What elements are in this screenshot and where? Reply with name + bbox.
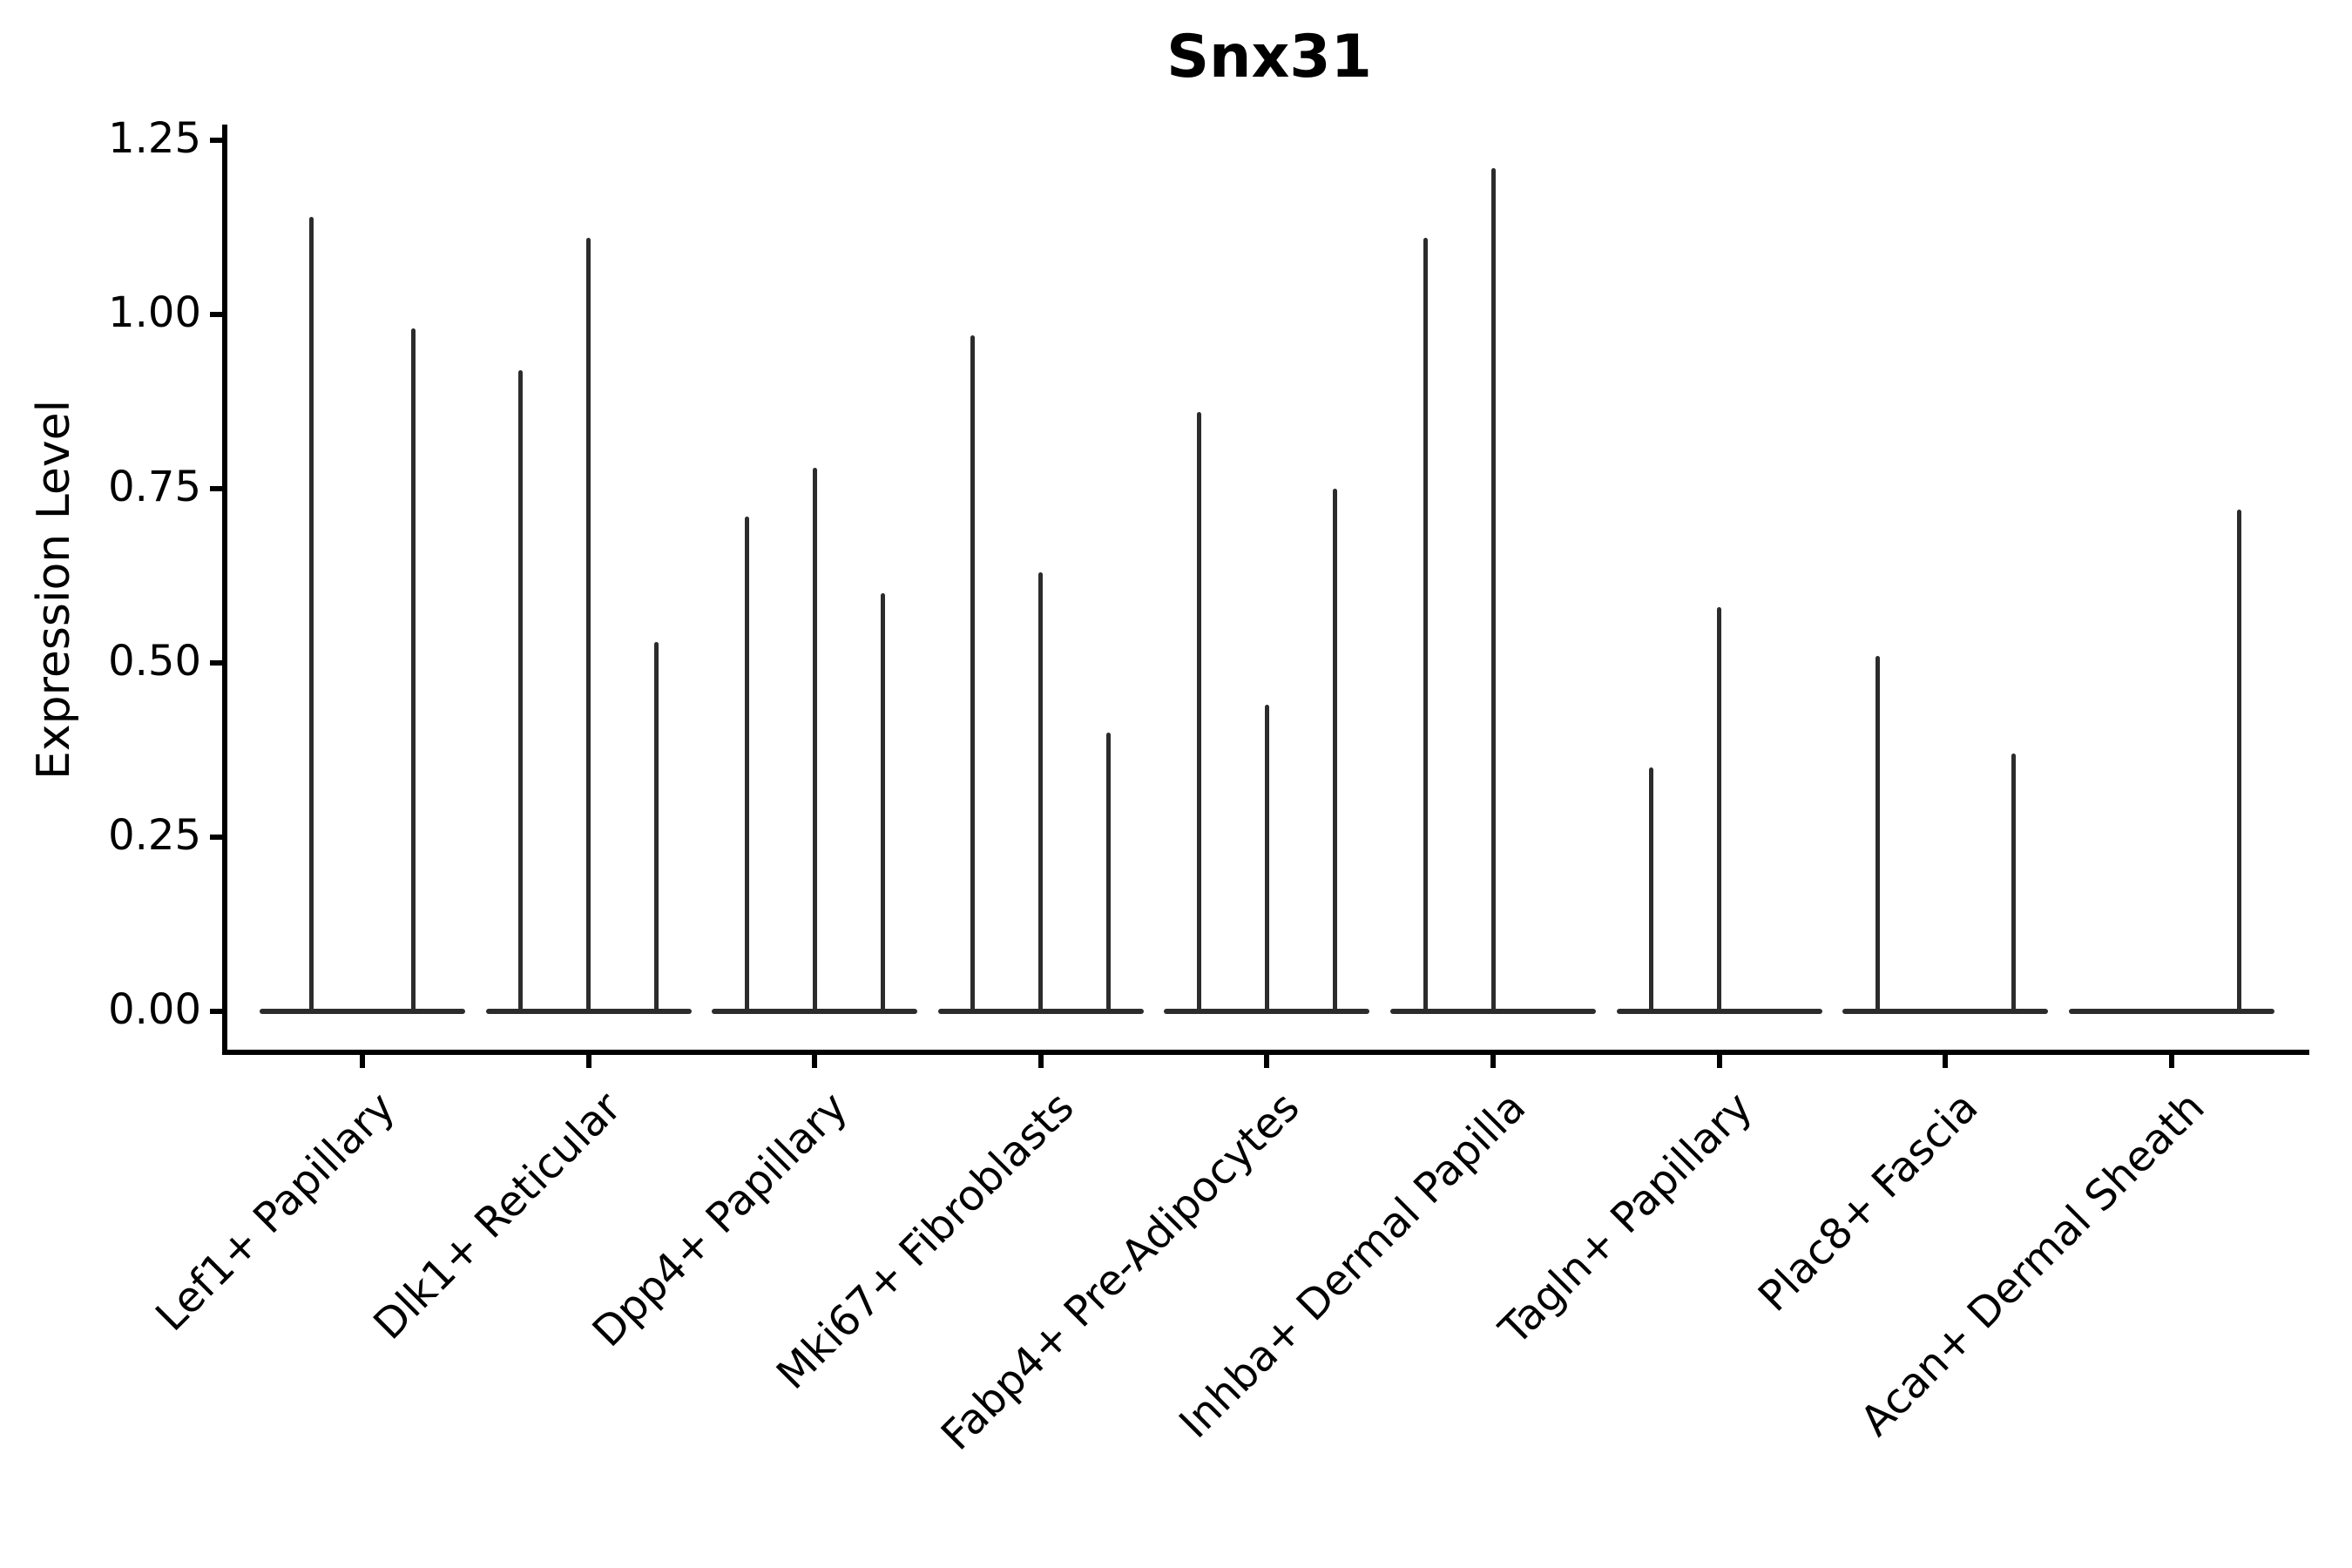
violin-spike xyxy=(1038,572,1044,1014)
violin-spike xyxy=(1423,238,1428,1014)
violin-baseline xyxy=(2068,1009,2274,1014)
y-tick xyxy=(210,835,222,840)
violin-spike xyxy=(1649,767,1654,1014)
violin-spike xyxy=(653,642,659,1014)
violin-spike xyxy=(812,468,817,1014)
violin-spike xyxy=(1264,705,1269,1014)
violin-spike xyxy=(1197,412,1202,1014)
violin-baseline xyxy=(260,1009,465,1014)
violin-spike xyxy=(410,328,416,1014)
x-tick xyxy=(360,1055,365,1068)
violin-spike xyxy=(1490,168,1496,1014)
y-tick-label: 1.00 xyxy=(108,288,201,337)
x-tick-label: Tagln+ Papillary xyxy=(1490,1083,1762,1355)
violin-spike xyxy=(309,217,314,1014)
x-tick xyxy=(1037,1055,1044,1068)
x-tick xyxy=(1943,1055,1949,1068)
violin-spike xyxy=(744,517,749,1014)
x-tick-label: Plac8+ Fascia xyxy=(1749,1083,1988,1321)
violin-spike xyxy=(586,238,591,1014)
x-tick-label: Lef1+ Papillary xyxy=(146,1083,405,1341)
x-axis-spine xyxy=(222,1050,2309,1055)
violin-baseline xyxy=(1842,1009,2049,1014)
violin-spike xyxy=(1332,489,1337,1014)
y-tick xyxy=(210,660,222,666)
violin-spike xyxy=(970,335,976,1014)
y-tick-label: 0.75 xyxy=(108,463,201,511)
x-tick xyxy=(812,1055,818,1068)
y-tick-label: 0.50 xyxy=(108,637,201,686)
y-tick xyxy=(210,138,222,143)
x-tick xyxy=(2168,1055,2174,1068)
violin-spike xyxy=(2011,754,2016,1014)
violin-spike xyxy=(1875,656,1880,1014)
violin-spike xyxy=(880,593,885,1014)
y-tick-label: 1.25 xyxy=(108,114,201,163)
y-tick xyxy=(210,486,222,491)
x-tick xyxy=(1716,1055,1722,1068)
violin-spike xyxy=(1717,607,1722,1014)
y-tick-label: 0.25 xyxy=(108,811,201,860)
x-tick-label: Dlk1+ Reticular xyxy=(364,1083,632,1349)
violin-spike xyxy=(2237,510,2242,1014)
x-tick xyxy=(1490,1055,1496,1068)
x-tick xyxy=(1264,1055,1270,1068)
y-axis-label: Expression Level xyxy=(28,399,80,781)
y-tick-label: 0.00 xyxy=(108,985,201,1034)
x-tick xyxy=(585,1055,591,1068)
y-tick xyxy=(210,312,222,317)
x-tick-label: Fabp4+ Pre-Adipocytes xyxy=(932,1083,1310,1460)
violin-spike xyxy=(518,370,524,1014)
y-axis-spine xyxy=(222,125,227,1055)
y-tick xyxy=(210,1009,222,1014)
chart-title: Snx31 xyxy=(1166,23,1372,91)
violin-spike xyxy=(1106,733,1112,1014)
